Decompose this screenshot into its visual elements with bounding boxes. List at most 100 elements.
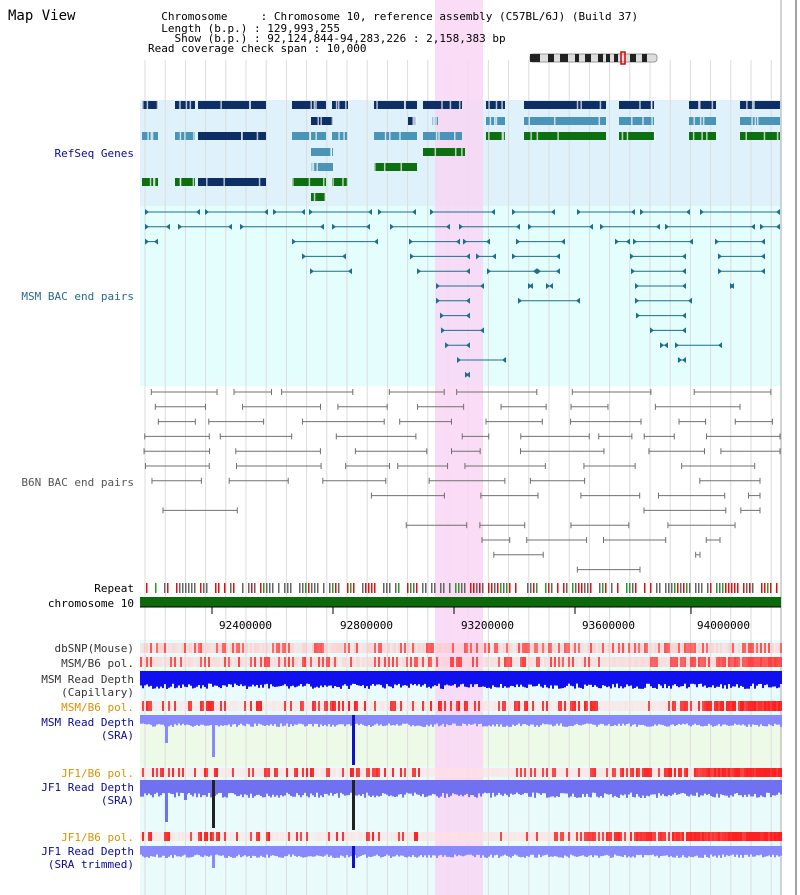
read-depth-bar — [734, 715, 736, 724]
read-depth-bar — [748, 715, 750, 725]
msm-bac-end — [228, 223, 232, 230]
read-depth-bar — [468, 671, 470, 688]
read-depth-bar — [446, 780, 448, 794]
read-depth-bar — [490, 846, 492, 855]
read-depth-bar — [756, 780, 758, 798]
refseq-gene — [175, 178, 195, 186]
read-depth-bar — [722, 671, 724, 689]
heat-strip-cell — [304, 643, 306, 653]
read-depth-bar — [336, 671, 338, 687]
heat-strip-cell — [674, 643, 676, 653]
read-depth-bar — [338, 846, 340, 858]
read-depth-bar — [736, 671, 738, 685]
heat-strip-cell — [226, 643, 228, 653]
heat-strip-cell — [648, 643, 650, 653]
heat-strip-cell — [698, 768, 700, 777]
heat-strip-cell — [718, 832, 720, 841]
repeat-mark — [299, 583, 301, 593]
heat-strip-cell — [748, 701, 750, 711]
read-depth-bar — [582, 780, 584, 794]
heat-strip-cell — [370, 768, 372, 777]
read-depth-bar — [280, 846, 282, 858]
heat-strip-cell — [204, 657, 206, 667]
heat-strip-cell — [738, 768, 740, 777]
heat-strip-cell — [548, 701, 550, 711]
gene-exon-gap — [449, 101, 452, 109]
read-depth-bar — [244, 846, 246, 856]
read-depth-bar — [238, 715, 240, 726]
heat-strip-cell — [238, 701, 240, 711]
heat-strip-cell — [514, 657, 516, 667]
read-depth-bar — [524, 671, 526, 688]
heat-strip-cell — [284, 657, 286, 667]
heat-strip-cell — [240, 832, 242, 841]
heat-strip-cell — [318, 832, 320, 841]
heat-strip-cell — [400, 768, 402, 777]
heat-strip-cell — [264, 643, 266, 653]
read-depth-bar — [234, 715, 236, 724]
read-depth-bar — [770, 671, 772, 688]
read-depth-bar — [566, 715, 568, 727]
heat-strip-cell — [314, 832, 316, 841]
read-depth-bar — [266, 846, 268, 855]
read-depth-bar — [700, 846, 702, 858]
msm-bac-end — [412, 209, 416, 215]
read-depth-bar — [160, 671, 162, 687]
read-depth-bar — [548, 671, 550, 689]
heat-strip-cell — [376, 701, 378, 711]
heat-strip-cell — [756, 701, 758, 711]
read-depth-bar — [178, 715, 180, 724]
heat-strip-cell — [218, 701, 220, 711]
read-depth-bar — [428, 780, 430, 796]
heat-strip-cell — [492, 701, 494, 711]
read-depth-bar — [450, 715, 452, 726]
repeat-mark — [176, 583, 178, 593]
heat-strip-cell — [298, 701, 300, 711]
heat-strip-cell — [144, 832, 146, 841]
heat-strip-cell — [488, 657, 490, 667]
chromosome-bar — [140, 597, 781, 607]
heat-strip-cell — [468, 768, 470, 777]
heat-strip-cell — [474, 701, 476, 711]
heat-strip-cell — [668, 657, 670, 667]
heat-strip-cell — [164, 643, 166, 653]
heat-strip-cell — [602, 643, 604, 653]
read-depth-bar — [156, 780, 158, 793]
read-depth-bar — [640, 846, 642, 855]
heat-strip-cell — [204, 701, 206, 711]
read-depth-bar — [434, 715, 436, 725]
read-depth-bar — [346, 846, 348, 855]
repeat-mark — [248, 583, 250, 593]
read-depth-bar — [494, 715, 496, 727]
read-depth-bar — [332, 846, 334, 858]
gene-exon-gap — [580, 101, 582, 109]
read-depth-bar — [402, 780, 404, 798]
heat-strip-cell — [486, 768, 488, 777]
read-depth-bar — [718, 780, 720, 798]
heat-strip-cell — [774, 768, 776, 777]
heat-strip-cell — [274, 701, 276, 711]
heat-strip-cell — [746, 657, 748, 667]
heat-strip-cell — [392, 643, 394, 653]
read-depth-bar — [612, 671, 614, 685]
read-depth-bar — [694, 671, 696, 685]
read-depth-bar — [606, 780, 608, 795]
read-depth-bar — [342, 780, 344, 795]
read-depth-bar — [600, 780, 602, 797]
read-depth-bar — [762, 846, 764, 858]
heat-strip-cell — [776, 768, 778, 777]
read-depth-bar — [298, 846, 300, 856]
read-depth-bar — [590, 715, 592, 724]
heat-strip-cell — [410, 832, 412, 841]
read-depth-bar — [680, 715, 682, 725]
heat-strip-cell — [474, 657, 476, 667]
read-depth-bar — [142, 715, 144, 724]
read-depth-bar — [752, 780, 754, 797]
heat-strip-cell — [448, 768, 450, 777]
heat-strip-cell — [464, 832, 466, 841]
repeat-mark — [263, 583, 265, 593]
heat-strip-cell — [574, 657, 576, 667]
heat-strip-cell — [420, 832, 422, 841]
heat-strip-cell — [620, 643, 622, 653]
heat-strip-cell — [284, 701, 286, 711]
